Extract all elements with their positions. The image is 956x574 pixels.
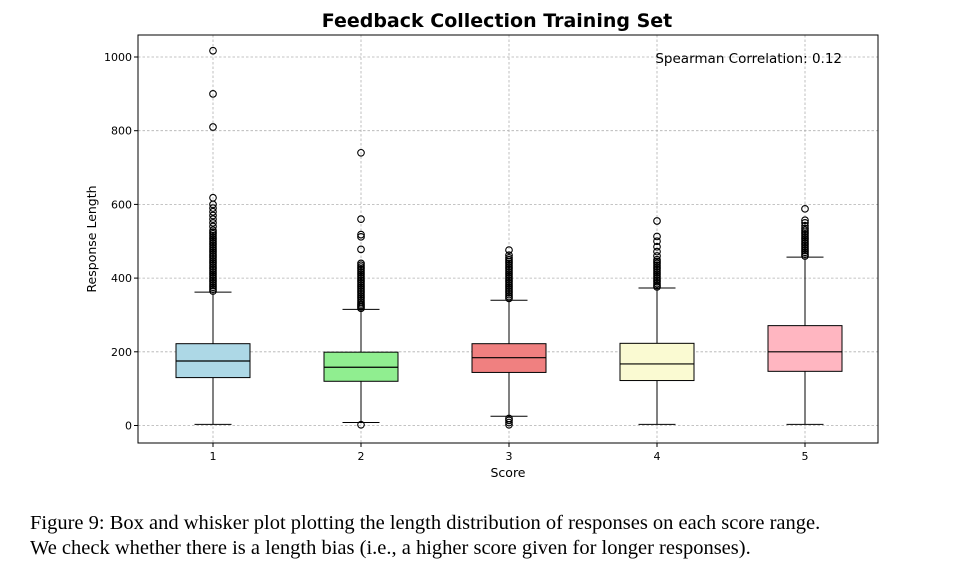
outlier-point bbox=[505, 414, 513, 423]
outlier-point bbox=[209, 226, 217, 235]
outlier-point bbox=[209, 46, 217, 55]
x-tick-label: 4 bbox=[654, 450, 661, 463]
iqr-box bbox=[619, 342, 695, 382]
box-group-score-4 bbox=[619, 217, 695, 425]
y-axis: 0 200 400 600 800 1000 bbox=[104, 51, 138, 433]
outlier-point bbox=[801, 221, 809, 230]
outlier-point bbox=[209, 204, 217, 212]
figure-caption: Figure 9: Box and whisker plot plotting … bbox=[30, 511, 942, 561]
box-group-score-5 bbox=[767, 204, 843, 425]
x-axis-label: Score bbox=[490, 465, 525, 480]
outlier-point bbox=[653, 247, 661, 256]
outlier-point bbox=[801, 218, 809, 227]
outlier-point bbox=[801, 224, 809, 233]
y-tick-label: 400 bbox=[111, 272, 132, 285]
box-group-score-3 bbox=[471, 246, 547, 429]
box-group-score-1 bbox=[175, 46, 251, 425]
y-tick-label: 0 bbox=[125, 420, 132, 433]
outlier-point bbox=[505, 251, 513, 260]
box-plot-chart: Feedback Collection Training Set 0 200 400… bbox=[84, 10, 879, 480]
x-tick-label: 3 bbox=[506, 450, 513, 463]
outlier-point bbox=[653, 255, 661, 264]
x-axis: 1 2 3 4 5 bbox=[210, 443, 809, 463]
outlier-point bbox=[653, 242, 661, 251]
outlier-point bbox=[653, 217, 661, 225]
outlier-point bbox=[653, 252, 661, 260]
plot-frame bbox=[137, 34, 879, 444]
spearman-annotation: Spearman Correlation: 0.12 bbox=[655, 51, 842, 67]
x-tick-label: 5 bbox=[802, 450, 809, 463]
outlier-point bbox=[357, 148, 365, 157]
outlier-point bbox=[801, 216, 809, 225]
outlier-point bbox=[209, 89, 217, 98]
outlier-point bbox=[209, 222, 217, 231]
outlier-point bbox=[357, 259, 365, 268]
outlier-point bbox=[209, 215, 217, 223]
grid-layer bbox=[138, 35, 878, 443]
outlier-point bbox=[653, 237, 661, 246]
y-tick-label: 600 bbox=[111, 198, 132, 211]
x-tick-label: 1 bbox=[210, 450, 217, 463]
iqr-box bbox=[767, 325, 843, 372]
caption-line-1: Figure 9: Box and whisker plot plotting … bbox=[30, 512, 821, 534]
chart-title: Feedback Collection Training Set bbox=[322, 10, 673, 32]
x-tick-label: 2 bbox=[358, 450, 365, 463]
y-tick-label: 800 bbox=[111, 125, 132, 138]
outlier-point bbox=[357, 232, 365, 241]
outlier-point bbox=[209, 211, 217, 220]
outlier-point bbox=[357, 230, 365, 239]
outlier-point bbox=[505, 253, 513, 262]
outlier-point bbox=[505, 246, 513, 254]
outlier-point bbox=[209, 123, 217, 131]
outlier-point bbox=[801, 204, 809, 213]
y-axis-label: Response Length bbox=[84, 185, 99, 292]
outlier-point bbox=[357, 420, 365, 429]
outlier-point bbox=[209, 207, 217, 216]
outlier-point bbox=[357, 215, 365, 223]
outlier-point bbox=[653, 232, 661, 241]
outlier-point bbox=[209, 193, 217, 202]
outlier-point bbox=[357, 245, 365, 254]
boxes-layer bbox=[175, 46, 843, 429]
outlier-point bbox=[209, 218, 217, 227]
y-tick-label: 200 bbox=[111, 346, 132, 359]
outlier-point bbox=[505, 418, 513, 427]
y-tick-label: 1000 bbox=[104, 51, 132, 64]
caption-line-2: We check whether there is a length bias … bbox=[30, 537, 751, 559]
box-group-score-2 bbox=[323, 148, 399, 429]
